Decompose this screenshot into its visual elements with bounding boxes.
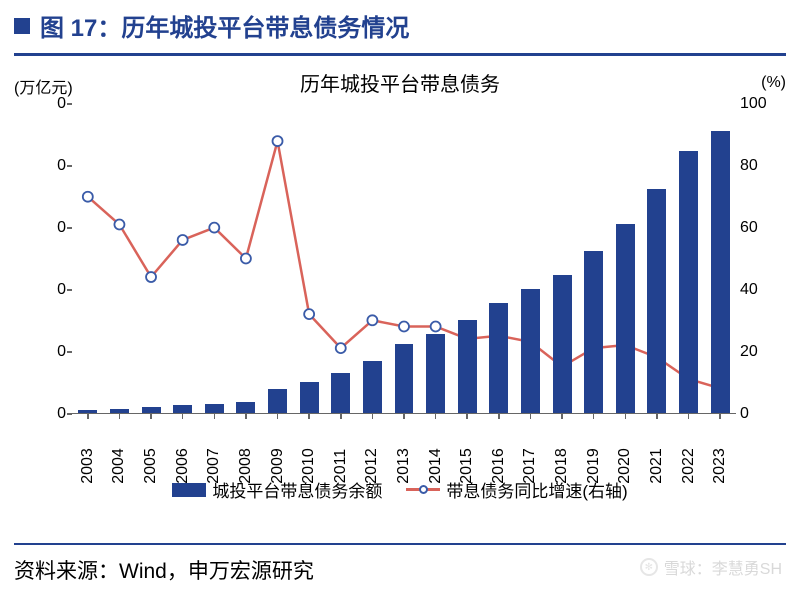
line-marker <box>178 235 188 245</box>
title-prefix: 图 17： <box>40 15 121 42</box>
line-marker <box>146 272 156 282</box>
bar <box>616 224 635 413</box>
legend-bar-swatch <box>172 483 206 497</box>
y1-tick: 0 <box>42 219 66 237</box>
title-bar: 图 17：历年城投平台带息债务情况 <box>0 0 800 53</box>
legend-bar-label: 城投平台带息债务余额 <box>212 477 382 502</box>
line-marker <box>399 321 409 331</box>
y1-tick: 0 <box>42 343 66 361</box>
y1-tick: 0 <box>42 405 66 423</box>
title-main: 历年城投平台带息债务情况 <box>121 15 409 42</box>
line-marker <box>431 321 441 331</box>
bar <box>363 361 382 413</box>
legend-line-swatch <box>406 488 440 491</box>
bar <box>521 289 540 413</box>
bar <box>489 303 508 413</box>
bar <box>395 344 414 413</box>
line-marker <box>336 343 346 353</box>
legend-bar: 城投平台带息债务余额 <box>172 477 382 502</box>
bar <box>711 131 730 413</box>
watermark: ✻ 雪球：李慧勇SH <box>640 555 782 579</box>
title-square-icon <box>14 18 30 34</box>
y2-tick: 100 <box>740 95 776 113</box>
bar <box>236 402 255 413</box>
line-marker <box>273 136 283 146</box>
bar <box>679 151 698 413</box>
y2-tick: 80 <box>740 157 776 175</box>
title-underline <box>14 53 786 56</box>
bar <box>173 405 192 413</box>
chart-title: 历年城投平台带息债务 <box>14 68 786 97</box>
chart-area: 历年城投平台带息债务 (万亿元) (%) 0000000204060801002… <box>14 64 786 504</box>
y1-tick: 0 <box>42 95 66 113</box>
figure-title: 图 17：历年城投平台带息债务情况 <box>40 8 409 43</box>
line-marker <box>304 309 314 319</box>
line-marker <box>241 254 251 264</box>
line-marker <box>209 223 219 233</box>
y2-tick: 40 <box>740 281 776 299</box>
legend: 城投平台带息债务余额 带息债务同比增速(右轴) <box>14 477 786 502</box>
bar <box>331 373 350 413</box>
bar <box>584 251 603 413</box>
bar <box>647 189 666 413</box>
line-marker <box>114 220 124 230</box>
watermark-icon: ✻ <box>640 558 658 576</box>
y1-tick: 0 <box>42 281 66 299</box>
line-marker <box>367 315 377 325</box>
legend-line-marker-icon <box>419 485 428 494</box>
bar <box>300 382 319 413</box>
y1-tick: 0 <box>42 157 66 175</box>
y2-tick: 0 <box>740 405 776 423</box>
watermark-text: 雪球：李慧勇SH <box>664 555 782 579</box>
bar <box>426 334 445 413</box>
bar <box>553 275 572 413</box>
y2-tick: 60 <box>740 219 776 237</box>
y2-axis-label: (%) <box>761 74 786 92</box>
y2-tick: 20 <box>740 343 776 361</box>
legend-line-label: 带息债务同比增速(右轴) <box>446 477 627 502</box>
plot-region: 0000000204060801002003200420052006200720… <box>72 104 736 414</box>
source-text: 资料来源：Wind，申万宏源研究 <box>14 560 314 583</box>
legend-line: 带息债务同比增速(右轴) <box>406 477 627 502</box>
bar <box>268 389 287 413</box>
bar <box>205 404 224 413</box>
line-marker <box>83 192 93 202</box>
bar <box>458 320 477 413</box>
